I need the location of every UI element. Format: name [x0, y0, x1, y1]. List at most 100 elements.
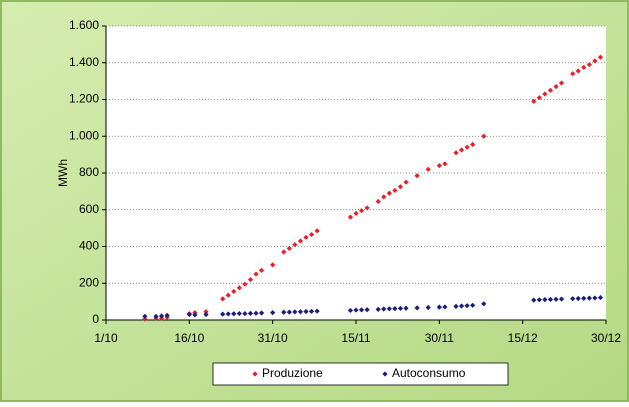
point	[231, 311, 237, 317]
point	[375, 198, 381, 205]
point	[231, 288, 237, 295]
point	[464, 303, 470, 309]
point	[225, 311, 231, 317]
legend-marker	[252, 371, 258, 377]
point	[347, 214, 354, 220]
legend-label: Autoconsumo	[392, 366, 466, 380]
y-tick-label: 1.000	[69, 128, 99, 142]
point	[542, 91, 548, 97]
x-tick-label: 30/11	[425, 331, 454, 345]
point	[292, 242, 298, 248]
point	[597, 294, 604, 301]
point	[570, 71, 576, 77]
point	[553, 296, 559, 302]
y-tick-label: 600	[79, 202, 99, 216]
y-tick-label: 200	[79, 275, 99, 289]
point	[392, 306, 398, 312]
x-tick-label: 31/10	[258, 331, 288, 345]
point	[292, 309, 298, 315]
point	[258, 267, 265, 273]
point	[531, 98, 537, 104]
point	[481, 301, 487, 307]
point	[253, 271, 259, 277]
point	[425, 166, 431, 172]
point	[142, 316, 148, 322]
x-tick-label: 15/11	[341, 331, 370, 345]
y-tick-label: 0	[92, 312, 99, 326]
point	[353, 210, 359, 217]
point	[192, 312, 198, 318]
point	[358, 208, 365, 214]
point	[397, 184, 404, 190]
point	[270, 310, 276, 316]
point	[164, 312, 170, 319]
point	[536, 297, 542, 303]
legend-marker	[382, 371, 388, 377]
point	[308, 308, 315, 314]
y-tick-label: 1.200	[69, 92, 99, 106]
point	[225, 292, 231, 298]
point	[353, 307, 359, 313]
point	[436, 163, 442, 169]
point	[297, 309, 304, 315]
y-axis-label: MWh	[56, 159, 70, 187]
point	[470, 141, 476, 148]
y-tick-label: 1.400	[69, 55, 99, 69]
point	[242, 310, 248, 317]
point	[297, 238, 304, 244]
point	[547, 87, 554, 93]
x-tick-label: 30/12	[591, 331, 621, 345]
point	[386, 306, 392, 312]
point	[303, 234, 309, 240]
point	[586, 295, 592, 301]
point	[364, 205, 370, 211]
point	[536, 95, 542, 101]
point	[314, 228, 320, 234]
point	[381, 194, 387, 200]
point	[470, 302, 476, 308]
point	[236, 285, 242, 291]
point	[458, 303, 465, 309]
point	[403, 179, 409, 185]
point	[581, 295, 587, 301]
point	[308, 231, 315, 238]
point	[558, 80, 565, 86]
point	[592, 58, 598, 64]
point	[575, 68, 581, 74]
x-tick-label: 15/12	[508, 331, 538, 345]
point	[558, 296, 565, 302]
point	[258, 310, 265, 316]
legend	[212, 362, 509, 386]
point	[581, 64, 587, 70]
point	[414, 173, 420, 179]
point	[220, 311, 226, 317]
point	[281, 309, 287, 315]
point	[458, 147, 465, 153]
point	[236, 310, 242, 317]
point	[586, 61, 592, 68]
y-tick-label: 800	[79, 165, 99, 179]
point	[220, 296, 226, 302]
point	[142, 313, 148, 319]
point	[414, 305, 420, 311]
point	[553, 84, 559, 90]
point	[314, 308, 320, 314]
point	[464, 144, 470, 150]
x-tick-label: 1/10	[94, 331, 118, 345]
point	[403, 305, 409, 311]
point	[286, 245, 292, 251]
point	[575, 295, 581, 302]
point	[542, 297, 548, 303]
point	[453, 303, 459, 310]
point	[547, 296, 554, 303]
point	[242, 281, 248, 287]
point	[153, 313, 159, 319]
point	[592, 295, 598, 301]
point	[247, 276, 254, 283]
point	[186, 311, 192, 318]
point	[286, 309, 292, 315]
point	[453, 150, 459, 156]
point	[281, 249, 287, 255]
point	[481, 133, 487, 139]
point	[442, 304, 448, 310]
